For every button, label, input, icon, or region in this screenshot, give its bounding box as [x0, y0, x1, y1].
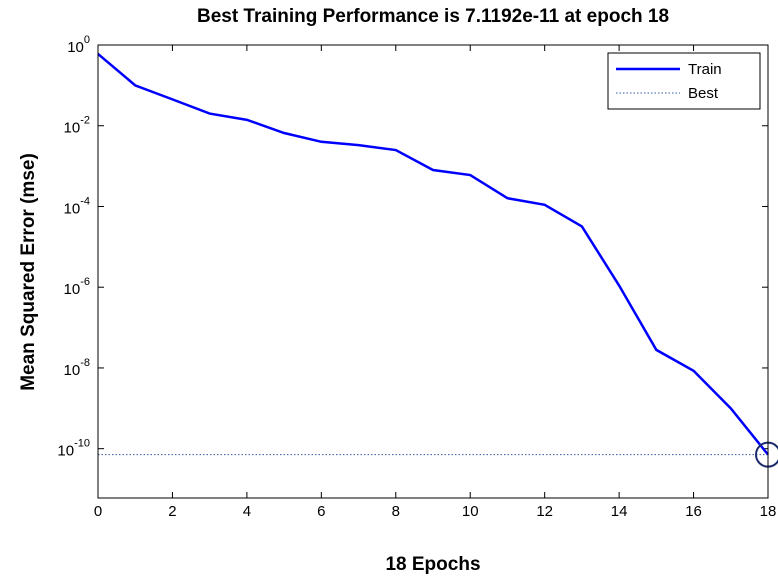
- x-tick-label: 2: [168, 503, 176, 520]
- x-tick-label: 12: [536, 503, 553, 520]
- legend: [607, 52, 761, 110]
- x-tick-label: 18: [760, 503, 777, 520]
- legend-label: Best: [688, 85, 719, 102]
- x-tick-label: 0: [94, 503, 102, 520]
- y-tick-label: 10-10: [57, 438, 90, 460]
- x-tick-label: 16: [685, 503, 702, 520]
- chart-title: Best Training Performance is 7.1192e-11 …: [197, 6, 669, 27]
- y-axis-label: Mean Squared Error (mse): [18, 153, 39, 391]
- x-axis-label: 18 Epochs: [385, 554, 480, 575]
- legend-label: Train: [688, 61, 722, 78]
- plot-area: [98, 45, 768, 498]
- x-tick-label: 10: [462, 503, 479, 520]
- plot-frame: [97, 44, 769, 499]
- y-tick-label: 10-2: [64, 115, 90, 137]
- x-tick-label: 6: [317, 503, 325, 520]
- y-tick-label: 10-4: [64, 195, 90, 217]
- x-tick-label: 8: [392, 503, 400, 520]
- y-tick-label: 10-8: [64, 357, 90, 379]
- train-line: [97, 53, 769, 456]
- x-tick-label: 14: [611, 503, 628, 520]
- y-tick-label: 100: [67, 34, 90, 56]
- x-tick-label: 4: [243, 503, 251, 520]
- y-tick-label: 10-6: [64, 276, 90, 298]
